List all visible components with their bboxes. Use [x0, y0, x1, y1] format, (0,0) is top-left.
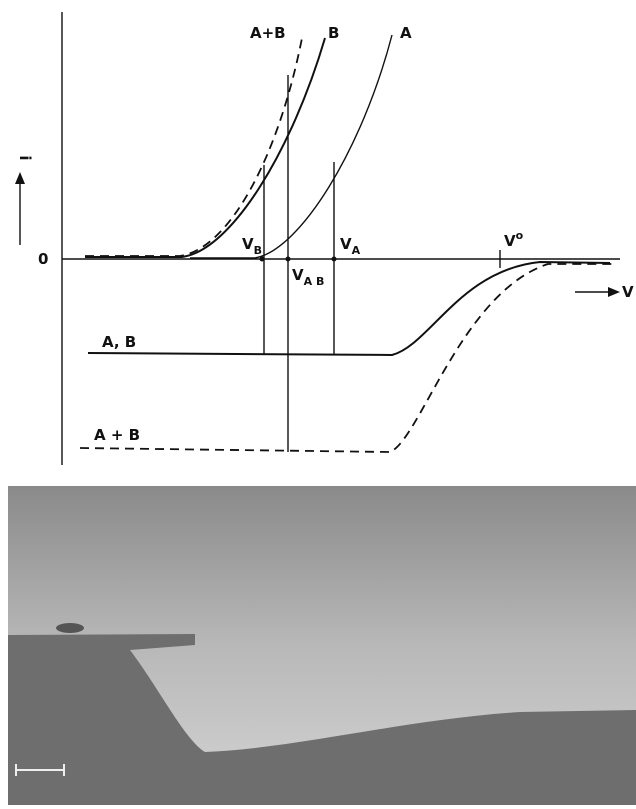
curve-label: A + B [94, 426, 140, 444]
sup: o [516, 229, 524, 242]
sub: A [352, 244, 361, 257]
potential-label: Vo [504, 229, 524, 250]
potential-label: VB [242, 235, 262, 257]
micrograph-spot [56, 623, 84, 633]
main: V [292, 266, 304, 284]
curve-label: A, B [102, 333, 136, 351]
curve-label: A [400, 24, 412, 42]
curve-label: A+B [250, 24, 286, 42]
figure: i 0 V A+B B A A, B A + B VB VA VA B Vo [0, 0, 636, 805]
curve-b [85, 38, 325, 257]
arrowhead [608, 287, 620, 297]
potential-label: VA [340, 235, 361, 257]
sum-curve [85, 38, 302, 256]
origin-label: 0 [38, 250, 48, 268]
curve-a [190, 35, 392, 258]
main: V [340, 235, 352, 253]
main: V [242, 235, 254, 253]
point [286, 257, 291, 262]
sub: B [254, 244, 262, 257]
main: V [504, 232, 516, 250]
point [260, 257, 265, 262]
voltage-label: V [622, 283, 634, 301]
current-label: i [16, 155, 34, 160]
point [332, 257, 337, 262]
sub: A B [304, 275, 325, 288]
sum-curve-bottom [80, 264, 612, 452]
curve-ab [88, 262, 610, 355]
curve-label: B [328, 24, 339, 42]
potential-label: VA B [292, 266, 324, 288]
arrowhead [15, 172, 25, 184]
